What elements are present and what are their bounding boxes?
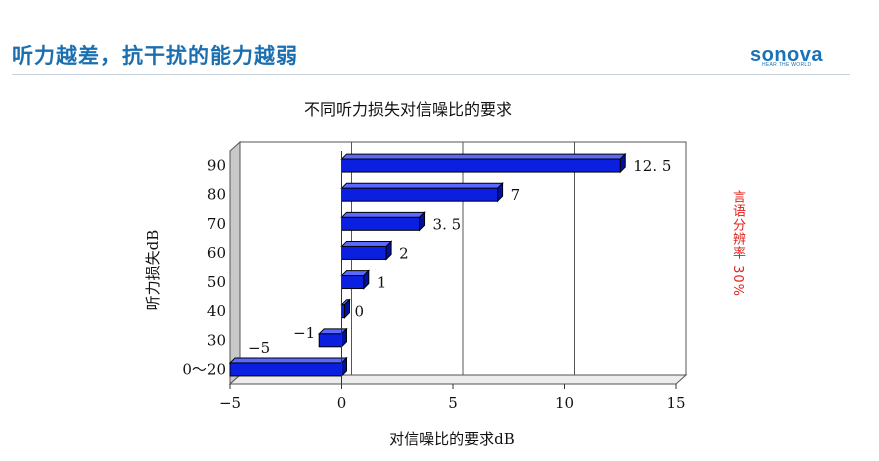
x-tick-label: −5 — [219, 394, 241, 412]
x-tick-label: 10 — [555, 394, 574, 412]
x-tick-label: 0 — [337, 394, 347, 412]
data-label: 1 — [377, 274, 387, 292]
data-label: 2 — [399, 244, 409, 262]
bar — [340, 181, 504, 203]
brand-tagline: HEAR THE WORLD — [762, 62, 812, 68]
y-tick-label: 40 — [207, 302, 226, 320]
data-label: −5 — [248, 339, 270, 357]
bar-face — [341, 187, 499, 202]
bar-face — [341, 216, 421, 231]
bar — [228, 356, 348, 378]
data-label: 7 — [511, 186, 521, 204]
bar-face — [341, 158, 621, 173]
data-label: 0 — [355, 303, 365, 321]
y-tick-label: 90 — [207, 157, 226, 175]
y-axis-label: 听力损失dB — [144, 230, 162, 311]
side-note: 言语分辨率 30% — [730, 190, 745, 298]
bar-top — [340, 153, 627, 160]
bar-top — [340, 182, 504, 189]
bar-face — [229, 362, 342, 377]
x-axis-label: 对信噪比的要求dB — [389, 430, 515, 448]
data-label: 3. 5 — [433, 215, 462, 233]
bar — [340, 298, 351, 319]
slide-title: 听力越差，抗干扰的能力越弱 — [12, 44, 298, 68]
bar-top — [228, 357, 348, 364]
bar — [317, 327, 348, 349]
data-label: 12. 5 — [633, 157, 671, 175]
y-tick-label: 50 — [207, 273, 226, 291]
brand-name: sonova — [750, 44, 824, 66]
bar-face — [341, 245, 387, 260]
brand-logo: sonova HEAR THE WORLD — [750, 44, 842, 72]
x-tick-label: 15 — [666, 394, 685, 412]
y-tick-label: 80 — [207, 186, 226, 204]
bar-top — [340, 211, 426, 218]
bar — [340, 211, 426, 232]
data-label: −1 — [293, 324, 315, 342]
bar — [340, 152, 627, 174]
bar-face — [341, 275, 365, 290]
bar — [340, 240, 393, 261]
header-divider — [12, 74, 850, 75]
y-tick-label: 70 — [207, 215, 226, 233]
x-tick-label: 5 — [448, 394, 458, 412]
y-tick-label: 60 — [207, 244, 226, 262]
plot-side-wall — [229, 140, 241, 386]
bar-top — [340, 240, 393, 247]
y-tick-label: 0～20 — [182, 360, 226, 378]
y-tick-label: 30 — [207, 331, 226, 349]
chart-title: 不同听力损失对信噪比的要求 — [304, 100, 512, 119]
bar-face — [318, 333, 343, 348]
bar — [340, 269, 371, 290]
